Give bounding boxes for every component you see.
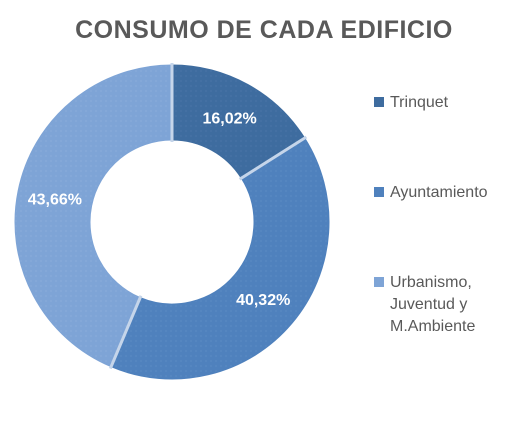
slice-ayuntamiento bbox=[111, 138, 330, 380]
slice-border bbox=[110, 137, 330, 380]
legend-swatch bbox=[374, 97, 384, 107]
legend: Trinquet Ayuntamiento Urbanismo, Juventud … bbox=[374, 0, 528, 444]
slice-border bbox=[14, 64, 173, 368]
slice-value-label: 16,02% bbox=[203, 110, 257, 127]
slice-value-label: 43,66% bbox=[28, 191, 82, 208]
legend-item: Ayuntamiento bbox=[374, 182, 510, 204]
legend-item: Trinquet bbox=[374, 92, 510, 114]
slice-value-label: 40,32% bbox=[236, 292, 290, 309]
legend-swatch bbox=[374, 277, 384, 287]
slice-urbanismo-juventud-y-m-ambiente bbox=[14, 65, 173, 367]
slice-trinquet bbox=[172, 65, 305, 179]
slice-labels: 16,02% 40,32% 43,66% bbox=[28, 110, 291, 309]
donut-slices bbox=[14, 63, 330, 380]
legend-label: Ayuntamiento bbox=[390, 184, 488, 201]
legend-label: Trinquet bbox=[390, 94, 449, 111]
chart-title: CONSUMO DE CADA EDIFICIO bbox=[75, 16, 453, 44]
slice-separator bbox=[238, 135, 308, 181]
slice-separator bbox=[108, 295, 143, 370]
legend-swatch bbox=[374, 187, 384, 197]
legend-label: Urbanismo, Juventud y M.Ambiente bbox=[390, 274, 476, 335]
slice-border bbox=[171, 64, 306, 179]
legend-item: Urbanismo, Juventud y M.Ambiente bbox=[374, 272, 510, 338]
